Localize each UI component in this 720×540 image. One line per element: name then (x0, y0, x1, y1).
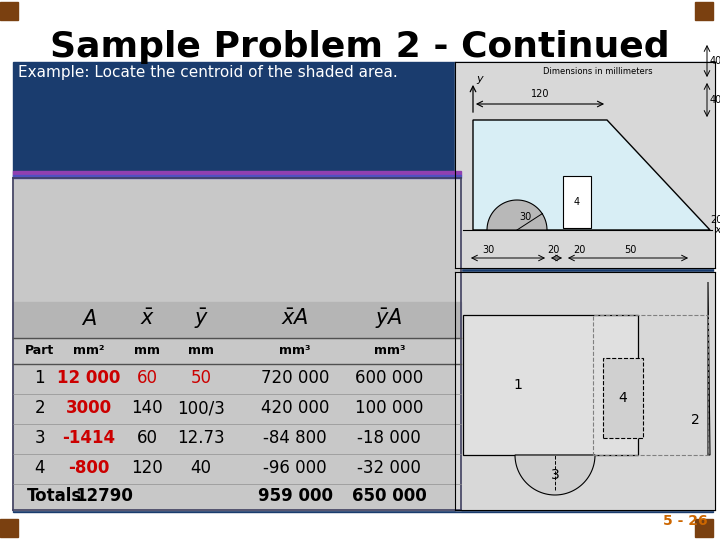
Bar (0, 2, 18, 20)
Text: 600 000: 600 000 (355, 369, 423, 387)
Text: mm²: mm² (73, 344, 105, 357)
Text: 100 000: 100 000 (355, 400, 423, 417)
Text: mm³: mm³ (374, 344, 405, 357)
Bar (695, 2, 713, 20)
Text: 40: 40 (710, 95, 720, 105)
Text: 50: 50 (624, 245, 636, 255)
Bar (463, 315, 638, 455)
Text: 959 000: 959 000 (258, 488, 333, 505)
Bar (13, 62, 713, 512)
Text: -96 000: -96 000 (264, 460, 327, 477)
Text: 12790: 12790 (75, 488, 133, 505)
Text: Dimensions in millimeters: Dimensions in millimeters (543, 67, 653, 76)
Text: Example: Locate the centroid of the shaded area.: Example: Locate the centroid of the shad… (18, 65, 397, 80)
Text: $\bar{x}$: $\bar{x}$ (140, 309, 155, 329)
Text: 720 000: 720 000 (261, 369, 330, 387)
Text: 3: 3 (35, 429, 45, 448)
Text: 120: 120 (132, 460, 163, 477)
Text: Totals: Totals (27, 488, 81, 505)
Polygon shape (515, 455, 595, 495)
Text: 12.73: 12.73 (177, 429, 225, 448)
Text: 1: 1 (35, 369, 45, 387)
Bar (593, 315, 708, 455)
Text: 3000: 3000 (66, 400, 112, 417)
Text: 30: 30 (482, 245, 494, 255)
Bar (13, 175, 461, 510)
Bar (695, 519, 713, 537)
Text: 60: 60 (137, 369, 158, 387)
Text: 4: 4 (618, 391, 627, 405)
Text: 140: 140 (132, 400, 163, 417)
Text: Sample Problem 2 - Continued: Sample Problem 2 - Continued (50, 30, 670, 64)
Bar (13, 171, 461, 175)
Text: 60: 60 (137, 429, 158, 448)
Text: $A$: $A$ (81, 309, 97, 329)
Text: 40: 40 (191, 460, 212, 477)
Text: 50: 50 (191, 369, 212, 387)
Text: 4: 4 (574, 197, 580, 207)
Text: 20: 20 (710, 215, 720, 225)
Text: 12 000: 12 000 (58, 369, 121, 387)
Text: 650 000: 650 000 (352, 488, 427, 505)
Text: 20: 20 (546, 245, 559, 255)
Text: mm: mm (135, 344, 161, 357)
Text: -32 000: -32 000 (357, 460, 421, 477)
Text: 20: 20 (573, 245, 585, 255)
Text: 120: 120 (531, 89, 549, 99)
Text: mm: mm (188, 344, 214, 357)
Text: 40: 40 (710, 56, 720, 66)
Bar (455, 272, 715, 510)
Text: 3: 3 (551, 468, 559, 482)
Text: 1: 1 (513, 378, 523, 392)
Text: $\bar{y}A$: $\bar{y}A$ (375, 307, 403, 332)
Polygon shape (708, 282, 710, 455)
Text: -1414: -1414 (63, 429, 116, 448)
Text: y: y (476, 74, 482, 84)
Text: $\bar{y}$: $\bar{y}$ (194, 307, 209, 332)
Bar (563, 176, 591, 228)
Bar (603, 358, 643, 438)
Text: 5 - 26: 5 - 26 (663, 514, 708, 528)
Text: 420 000: 420 000 (261, 400, 330, 417)
Text: -800: -800 (68, 460, 110, 477)
Text: -18 000: -18 000 (357, 429, 421, 448)
Bar (13, 302, 461, 338)
Text: Part: Part (25, 344, 55, 357)
Polygon shape (473, 120, 710, 230)
Bar (455, 62, 715, 268)
Text: 4: 4 (35, 460, 45, 477)
Text: x': x' (714, 225, 720, 235)
Text: 30: 30 (519, 212, 531, 221)
Text: mm³: mm³ (279, 344, 311, 357)
Text: $\bar{x}A$: $\bar{x}A$ (282, 309, 309, 329)
Bar (13, 175, 461, 178)
Bar (0, 519, 18, 537)
Text: 100/3: 100/3 (177, 400, 225, 417)
Text: -84 800: -84 800 (264, 429, 327, 448)
Text: 2: 2 (35, 400, 45, 417)
Polygon shape (487, 200, 547, 230)
Text: 2: 2 (690, 413, 699, 427)
